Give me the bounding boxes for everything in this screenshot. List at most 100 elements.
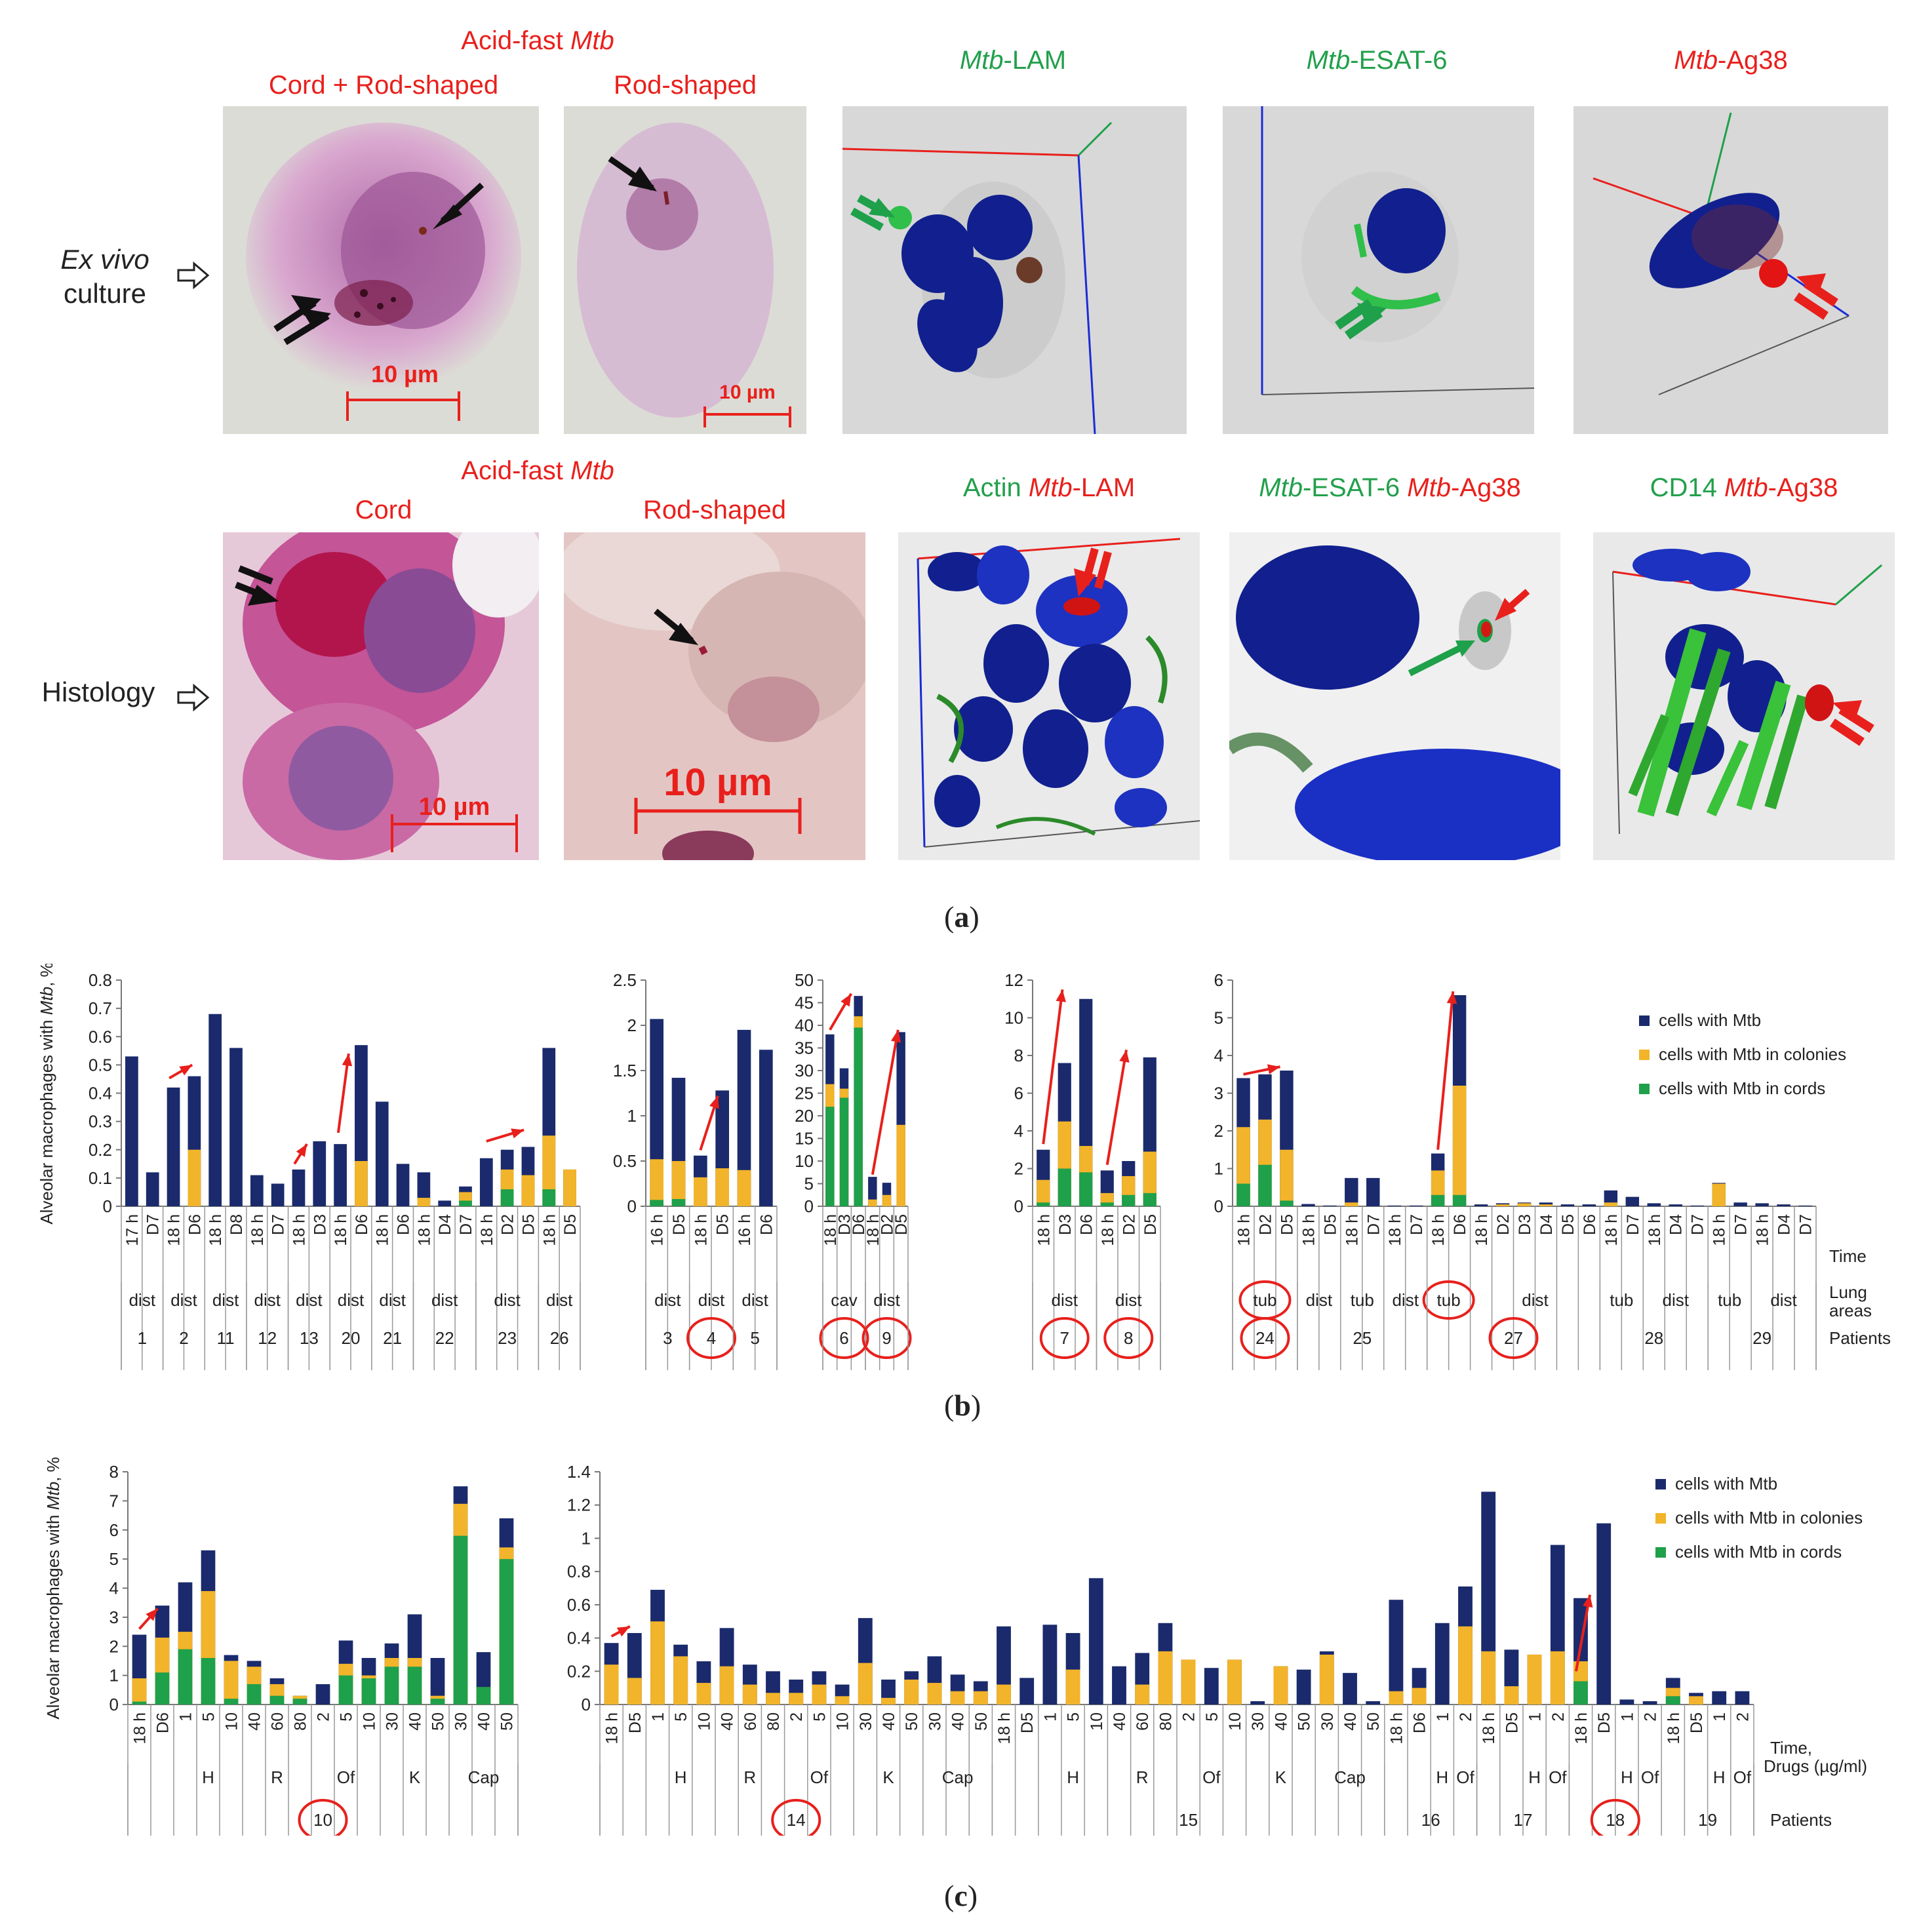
bar-cords <box>1100 1202 1114 1206</box>
x-tick-label: 16 h <box>736 1214 754 1246</box>
x-tick-label: 5 <box>1203 1712 1221 1722</box>
lung-area-label: dist <box>698 1290 725 1310</box>
bar-cords <box>500 1189 514 1206</box>
bar-cords <box>201 1658 216 1705</box>
row2-col1-title: Cord <box>355 496 412 524</box>
row2-col4-title: Mtb-ESAT-6 Mtb-Ag38 <box>1259 473 1521 502</box>
x-tick-label: 2 <box>1180 1712 1198 1722</box>
patient-label: 25 <box>1353 1328 1372 1348</box>
y-tick-label: 8 <box>109 1462 119 1482</box>
x-tick-label: D8 <box>228 1214 246 1235</box>
drug-label: R <box>743 1767 756 1787</box>
y-tick-label: 2 <box>627 1015 637 1035</box>
bar-total <box>1669 1204 1682 1206</box>
row-label-areas: areas <box>1829 1301 1872 1320</box>
bar-cords <box>459 1200 472 1206</box>
x-tick-label: 5 <box>810 1712 829 1722</box>
x-tick-label: D2 <box>1120 1214 1138 1235</box>
x-tick-label: 2 <box>1642 1712 1660 1722</box>
trend-arrow <box>871 1029 900 1175</box>
x-tick-label: D4 <box>436 1214 454 1235</box>
bar-colonies <box>224 1661 239 1705</box>
legend-swatch <box>1639 1084 1650 1094</box>
bar-total <box>1366 1701 1381 1705</box>
y-tick-label: 10 <box>795 1151 814 1171</box>
x-tick-label: 5 <box>672 1712 690 1722</box>
y-tick-label: 35 <box>795 1038 814 1058</box>
bar-cords <box>178 1649 193 1705</box>
scale-bar-label: 10 µm <box>663 761 772 804</box>
lung-area-label: dist <box>1052 1290 1078 1310</box>
lung-area-label: dist <box>296 1290 323 1310</box>
x-tick-label: 2 <box>1549 1712 1568 1722</box>
legend-label: cells with Mtb in colonies <box>1675 1508 1863 1528</box>
x-tick-label: 18 h <box>1711 1214 1729 1246</box>
drug-label: K <box>882 1767 894 1787</box>
patient-circle <box>298 1799 348 1836</box>
bar-cords <box>1280 1200 1294 1206</box>
drug-label: H <box>1713 1767 1726 1787</box>
patient-label: 29 <box>1752 1328 1771 1348</box>
bar-total <box>1019 1678 1035 1705</box>
x-tick-label: 10 <box>834 1712 852 1731</box>
bar-total <box>430 1658 445 1705</box>
bar-colonies <box>973 1691 988 1705</box>
y-tick-label: 2 <box>1214 1121 1223 1141</box>
bar-colonies <box>542 1135 556 1206</box>
y-tick-label: 0.7 <box>89 998 112 1018</box>
bar-colonies <box>904 1679 919 1705</box>
x-tick-label: 50 <box>498 1712 517 1731</box>
row-label-lung: Lung <box>1829 1282 1867 1302</box>
bar-total <box>479 1158 493 1206</box>
x-tick-label: D6 <box>186 1214 204 1235</box>
lung-area-label: dist <box>379 1290 406 1310</box>
row2-side-label: Histology <box>41 677 155 707</box>
lung-area-label: dist <box>742 1290 768 1310</box>
panel-a-letter: (a) <box>944 900 979 934</box>
x-tick-label: 16 h <box>648 1214 667 1246</box>
y-tick-label: 0.3 <box>89 1112 112 1132</box>
x-tick-label: 18 h <box>478 1214 496 1246</box>
x-tick-label: 30 <box>1249 1712 1267 1731</box>
lung-area-label: dist <box>1306 1290 1333 1310</box>
row-label-time: Time <box>1829 1246 1867 1266</box>
bar-cords <box>1058 1168 1071 1206</box>
bar-cords <box>338 1675 353 1705</box>
x-tick-label: 18 h <box>1035 1214 1053 1246</box>
lung-area-label: dist <box>254 1290 281 1310</box>
bar-colonies <box>671 1161 686 1206</box>
patient-label: 8 <box>1124 1328 1133 1348</box>
bar-cords <box>361 1678 376 1705</box>
x-tick-label: D4 <box>1537 1214 1556 1235</box>
bar-total <box>315 1684 330 1705</box>
x-tick-label: 18 h <box>415 1214 433 1246</box>
bar-total <box>1777 1204 1790 1206</box>
y-tick-label: 1 <box>109 1666 119 1686</box>
histology-cord: 10 µm <box>223 532 539 860</box>
lung-area-label: dist <box>170 1290 197 1310</box>
bar-total <box>1481 1491 1496 1705</box>
row1-col2-title: Rod-shaped <box>614 71 757 100</box>
lung-area-label: tub <box>1351 1290 1374 1310</box>
x-tick-label: D3 <box>311 1214 329 1235</box>
x-tick-label: D3 <box>1516 1214 1534 1235</box>
trend-arrow-head <box>1446 991 1457 1004</box>
bar-colonies <box>1452 1086 1467 1206</box>
x-tick-label: D2 <box>1494 1214 1513 1235</box>
bar-colonies <box>737 1170 751 1206</box>
legend-swatch <box>1655 1513 1666 1524</box>
x-tick-label: 10 <box>361 1712 379 1731</box>
legend-label: cells with Mtb in cords <box>1675 1542 1842 1562</box>
drug-label: Cap <box>1334 1767 1366 1787</box>
x-tick-label: 50 <box>429 1712 448 1731</box>
patient-circle <box>1590 1799 1640 1836</box>
y-tick-label: 12 <box>1004 970 1023 990</box>
bar-total <box>1366 1177 1380 1206</box>
x-tick-label: D6 <box>353 1214 371 1235</box>
bar-total <box>1596 1523 1612 1705</box>
drug-label: Cap <box>942 1767 974 1787</box>
bar-total <box>313 1141 326 1206</box>
x-tick-label: 2 <box>1457 1712 1475 1722</box>
patient-label: 11 <box>217 1328 235 1348</box>
row2-pointer-arrow-icon <box>177 683 210 712</box>
